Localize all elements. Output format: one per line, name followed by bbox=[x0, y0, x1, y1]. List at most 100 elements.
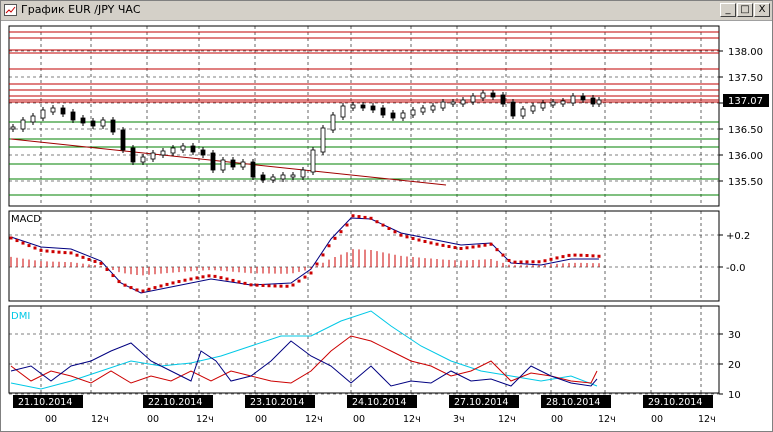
macd-signal-point bbox=[51, 250, 55, 254]
macd-signal-point bbox=[573, 253, 577, 257]
candle bbox=[220, 159, 226, 171]
price-axis-label: 138.00 bbox=[728, 47, 763, 58]
macd-signal-point bbox=[243, 281, 247, 285]
macd-signal-point bbox=[111, 274, 115, 278]
date-label-box bbox=[13, 395, 83, 408]
macd-signal-point bbox=[189, 277, 193, 281]
candle bbox=[230, 159, 236, 168]
macd-signal-point bbox=[393, 230, 397, 234]
candle bbox=[560, 100, 566, 105]
candle bbox=[510, 101, 516, 117]
hour-label: 12ч bbox=[698, 414, 716, 425]
candle bbox=[500, 94, 506, 105]
macd-signal-point bbox=[219, 276, 223, 280]
chart-app-icon bbox=[4, 4, 17, 16]
close-button[interactable]: X bbox=[754, 3, 770, 17]
macd-signal-point bbox=[333, 236, 337, 240]
date-label: 22.10.2014 bbox=[148, 397, 202, 408]
macd-axis-label: +0.2 bbox=[726, 231, 750, 242]
macd-signal-point bbox=[585, 254, 589, 258]
title-bar[interactable]: График EUR /JPY ЧАС _ □ X bbox=[1, 1, 772, 21]
macd-signal-point bbox=[177, 280, 181, 284]
macd-signal-point bbox=[435, 242, 439, 246]
macd-signal-point bbox=[195, 276, 199, 280]
date-label: 24.10.2014 bbox=[352, 397, 406, 408]
candle bbox=[470, 95, 476, 103]
macd-signal-point bbox=[201, 275, 205, 279]
macd-signal-point bbox=[405, 235, 409, 239]
macd-signal-point bbox=[207, 274, 211, 278]
macd-signal-point bbox=[63, 251, 67, 255]
macd-signal-point bbox=[591, 254, 595, 258]
candle bbox=[360, 104, 366, 109]
candle bbox=[180, 145, 186, 151]
macd-signal-point bbox=[159, 284, 163, 288]
candle bbox=[80, 117, 86, 124]
macd-signal-point bbox=[285, 284, 289, 288]
macd-signal-point bbox=[399, 233, 403, 237]
macd-signal-point bbox=[225, 277, 229, 281]
macd-signal-point bbox=[249, 283, 253, 287]
date-label-box bbox=[143, 395, 213, 408]
chart-area[interactable]: 138.00137.50137.00136.50136.00135.50137.… bbox=[1, 21, 772, 431]
hour-label: 3ч bbox=[453, 414, 465, 425]
hour-label: 00 bbox=[353, 414, 365, 425]
macd-panel-title: MACD bbox=[11, 214, 41, 225]
minimize-button[interactable]: _ bbox=[720, 3, 736, 17]
maximize-button[interactable]: □ bbox=[737, 3, 753, 17]
candle bbox=[310, 149, 316, 173]
candle bbox=[140, 156, 146, 163]
macd-signal-point bbox=[537, 260, 541, 264]
date-label: 29.10.2014 bbox=[648, 397, 702, 408]
macd-signal-point bbox=[273, 284, 277, 288]
candle bbox=[10, 126, 16, 130]
date-label: 27.10.2014 bbox=[454, 397, 508, 408]
candle bbox=[250, 161, 256, 178]
candle bbox=[200, 149, 206, 156]
candle bbox=[100, 119, 106, 127]
macd-signal-point bbox=[579, 253, 583, 257]
current-price-box bbox=[723, 94, 769, 107]
macd-signal-point bbox=[75, 253, 79, 257]
macd-signal-point bbox=[417, 238, 421, 242]
dmi-axis-label: 20 bbox=[728, 360, 741, 371]
macd-signal-point bbox=[39, 248, 43, 252]
hour-label: 12ч bbox=[196, 414, 214, 425]
macd-signal-point bbox=[261, 283, 265, 287]
macd-signal-point bbox=[255, 283, 259, 287]
current-price-label: 137.07 bbox=[728, 96, 763, 107]
date-label-box bbox=[541, 395, 611, 408]
candle bbox=[50, 107, 56, 113]
chart-svg: 138.00137.50137.00136.50136.00135.50137.… bbox=[8, 25, 769, 425]
hour-label: 12ч bbox=[403, 414, 421, 425]
macd-signal-point bbox=[87, 257, 91, 261]
macd-signal-point bbox=[459, 247, 463, 251]
candle bbox=[460, 99, 466, 105]
candle bbox=[410, 109, 416, 116]
candle bbox=[440, 101, 446, 109]
trendline bbox=[10, 138, 447, 186]
hour-label: 00 bbox=[255, 414, 267, 425]
candle bbox=[70, 111, 76, 121]
macd-signal-point bbox=[123, 283, 127, 287]
macd-signal-point bbox=[519, 260, 523, 264]
macd-signal-point bbox=[531, 260, 535, 264]
candle bbox=[380, 107, 386, 116]
candle bbox=[90, 120, 96, 127]
macd-signal-point bbox=[423, 239, 427, 243]
macd-signal-point bbox=[549, 257, 553, 261]
hour-label: 12ч bbox=[305, 414, 323, 425]
macd-signal-point bbox=[525, 260, 529, 264]
macd-axis-label: -0.0 bbox=[726, 263, 746, 274]
macd-signal-point bbox=[513, 260, 517, 264]
macd-signal-point bbox=[321, 253, 325, 257]
date-label: 21.10.2014 bbox=[18, 397, 72, 408]
date-label-box bbox=[347, 395, 417, 408]
candle bbox=[240, 161, 246, 168]
date-label: 23.10.2014 bbox=[250, 397, 304, 408]
date-label-box bbox=[245, 395, 315, 408]
macd-signal-point bbox=[339, 230, 343, 234]
hour-label: 12ч bbox=[498, 414, 516, 425]
macd-signal-point bbox=[105, 267, 109, 271]
macd-signal-point bbox=[555, 256, 559, 260]
